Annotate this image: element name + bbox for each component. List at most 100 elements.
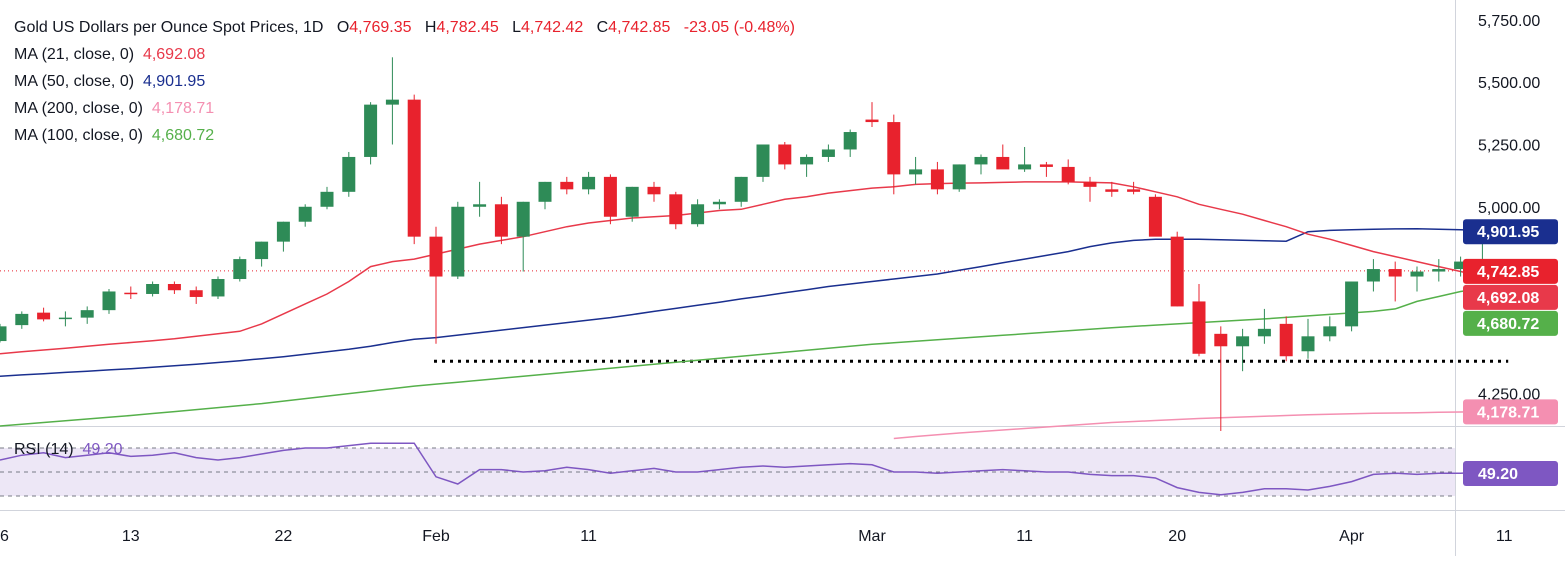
- candle-body: [58, 317, 72, 320]
- candle-body: [276, 221, 290, 242]
- candle-body: [1039, 164, 1053, 167]
- price-badge-label: 4,680.72: [1477, 316, 1539, 333]
- ma200-line: [893, 410, 1505, 440]
- rsi-label: RSI (14): [14, 441, 74, 458]
- candle-body: [146, 284, 160, 294]
- candle-body: [1323, 326, 1337, 337]
- candle-body: [1366, 269, 1380, 282]
- x-tick-label: 20: [1168, 528, 1186, 545]
- price-badge-label: 4,692.08: [1477, 290, 1539, 307]
- candle-body: [800, 156, 814, 165]
- price-badge-label: 4,901.95: [1477, 224, 1539, 241]
- y-tick-label: 5,500.00: [1478, 75, 1540, 92]
- candle-body: [1410, 271, 1424, 277]
- x-tick-label: 11: [1496, 528, 1513, 545]
- chart-legend: Gold US Dollars per Ounce Spot Prices, 1…: [14, 14, 795, 149]
- ma21-value: 4,692.08: [142, 46, 206, 63]
- candle-body: [952, 164, 966, 190]
- candle-body: [1127, 189, 1141, 192]
- candle-body: [0, 326, 7, 342]
- candle-body: [1454, 261, 1468, 270]
- y-tick-label: 4,250.00: [1478, 387, 1540, 404]
- candle-body: [1170, 236, 1184, 307]
- price-badge: [1463, 399, 1558, 425]
- candle-body: [80, 310, 94, 318]
- candle-body: [342, 156, 356, 192]
- candle-body: [189, 290, 203, 297]
- open-key: O: [336, 19, 350, 36]
- legend-ma21[interactable]: MA (21, close, 0) 4,692.08: [14, 41, 795, 68]
- candle-body: [429, 236, 443, 277]
- candle-body: [1279, 323, 1293, 357]
- candle-body: [1061, 166, 1075, 182]
- legend-ma200[interactable]: MA (200, close, 0) 4,178.71: [14, 95, 795, 122]
- x-tick-label: 11: [1016, 528, 1033, 545]
- candle-body: [756, 144, 770, 177]
- candle-body: [1345, 281, 1359, 327]
- candle-body: [1018, 164, 1032, 170]
- change-value: -23.05 (-0.48%): [683, 19, 795, 36]
- ma50-label: MA (50, close, 0): [14, 73, 135, 90]
- rsi-legend[interactable]: RSI (14) 49.20: [14, 441, 123, 459]
- candle-body: [734, 176, 748, 202]
- y-tick-label: 5,750.00: [1478, 13, 1540, 30]
- candle-body: [320, 191, 334, 207]
- candle-body: [364, 104, 378, 157]
- candle-body: [603, 176, 617, 217]
- candle-body: [451, 206, 465, 277]
- candle-body: [1105, 189, 1119, 192]
- high-key: H: [424, 19, 437, 36]
- x-tick-label: 22: [275, 528, 293, 545]
- legend-ma50[interactable]: MA (50, close, 0) 4,901.95: [14, 68, 795, 95]
- close-value: 4,742.85: [608, 19, 671, 36]
- candle-body: [712, 201, 726, 205]
- candle-body: [102, 291, 116, 311]
- candle-body: [560, 181, 574, 190]
- candle-body: [1388, 269, 1402, 277]
- candle-body: [669, 194, 683, 225]
- candle-body: [865, 119, 879, 123]
- ma50-value: 4,901.95: [142, 73, 206, 90]
- price-badge: [1463, 310, 1558, 336]
- ma100-line: [0, 285, 1505, 427]
- candle-body: [473, 204, 487, 207]
- y-tick-label: 5,000.00: [1478, 200, 1540, 217]
- candle-body: [778, 144, 792, 165]
- legend-header-row: Gold US Dollars per Ounce Spot Prices, 1…: [14, 14, 795, 41]
- candle-body: [15, 313, 29, 326]
- price-badge-label: 4,178.71: [1477, 404, 1539, 421]
- candle-body: [385, 99, 399, 105]
- low-value: 4,742.42: [520, 19, 584, 36]
- candle-body: [167, 284, 181, 291]
- candle-body: [1301, 336, 1315, 352]
- candle-body: [538, 181, 552, 202]
- candle-body: [407, 99, 421, 237]
- candle-body: [843, 132, 857, 150]
- rsi-badge-label: 49.20: [1478, 466, 1518, 483]
- ma100-label: MA (100, close, 0): [14, 127, 143, 144]
- candle-body: [582, 176, 596, 190]
- candle-body: [1083, 181, 1097, 187]
- ma100-value: 4,680.72: [151, 127, 215, 144]
- rsi-badge: [1463, 460, 1558, 486]
- candle-body: [930, 169, 944, 190]
- candle-body: [1432, 269, 1446, 272]
- ma200-label: MA (200, close, 0): [14, 100, 143, 117]
- candle-body: [494, 204, 508, 237]
- price-badge: [1463, 219, 1558, 245]
- ma21-label: MA (21, close, 0): [14, 46, 135, 63]
- legend-ma100[interactable]: MA (100, close, 0) 4,680.72: [14, 122, 795, 149]
- candle-body: [1192, 301, 1206, 354]
- candle-body: [1257, 328, 1271, 337]
- candle-body: [211, 279, 225, 297]
- x-tick-label: 26: [0, 528, 9, 545]
- ohlc-readout: O4,769.35 H4,782.45 L4,742.42 C4,742.85 …: [328, 19, 795, 36]
- candle-body: [647, 186, 661, 195]
- ma50-line: [0, 227, 1505, 377]
- low-key: L: [512, 19, 521, 36]
- rsi-value: 49.20: [82, 441, 123, 458]
- price-badge-label: 4,742.85: [1477, 264, 1539, 281]
- candle-body: [1236, 336, 1250, 347]
